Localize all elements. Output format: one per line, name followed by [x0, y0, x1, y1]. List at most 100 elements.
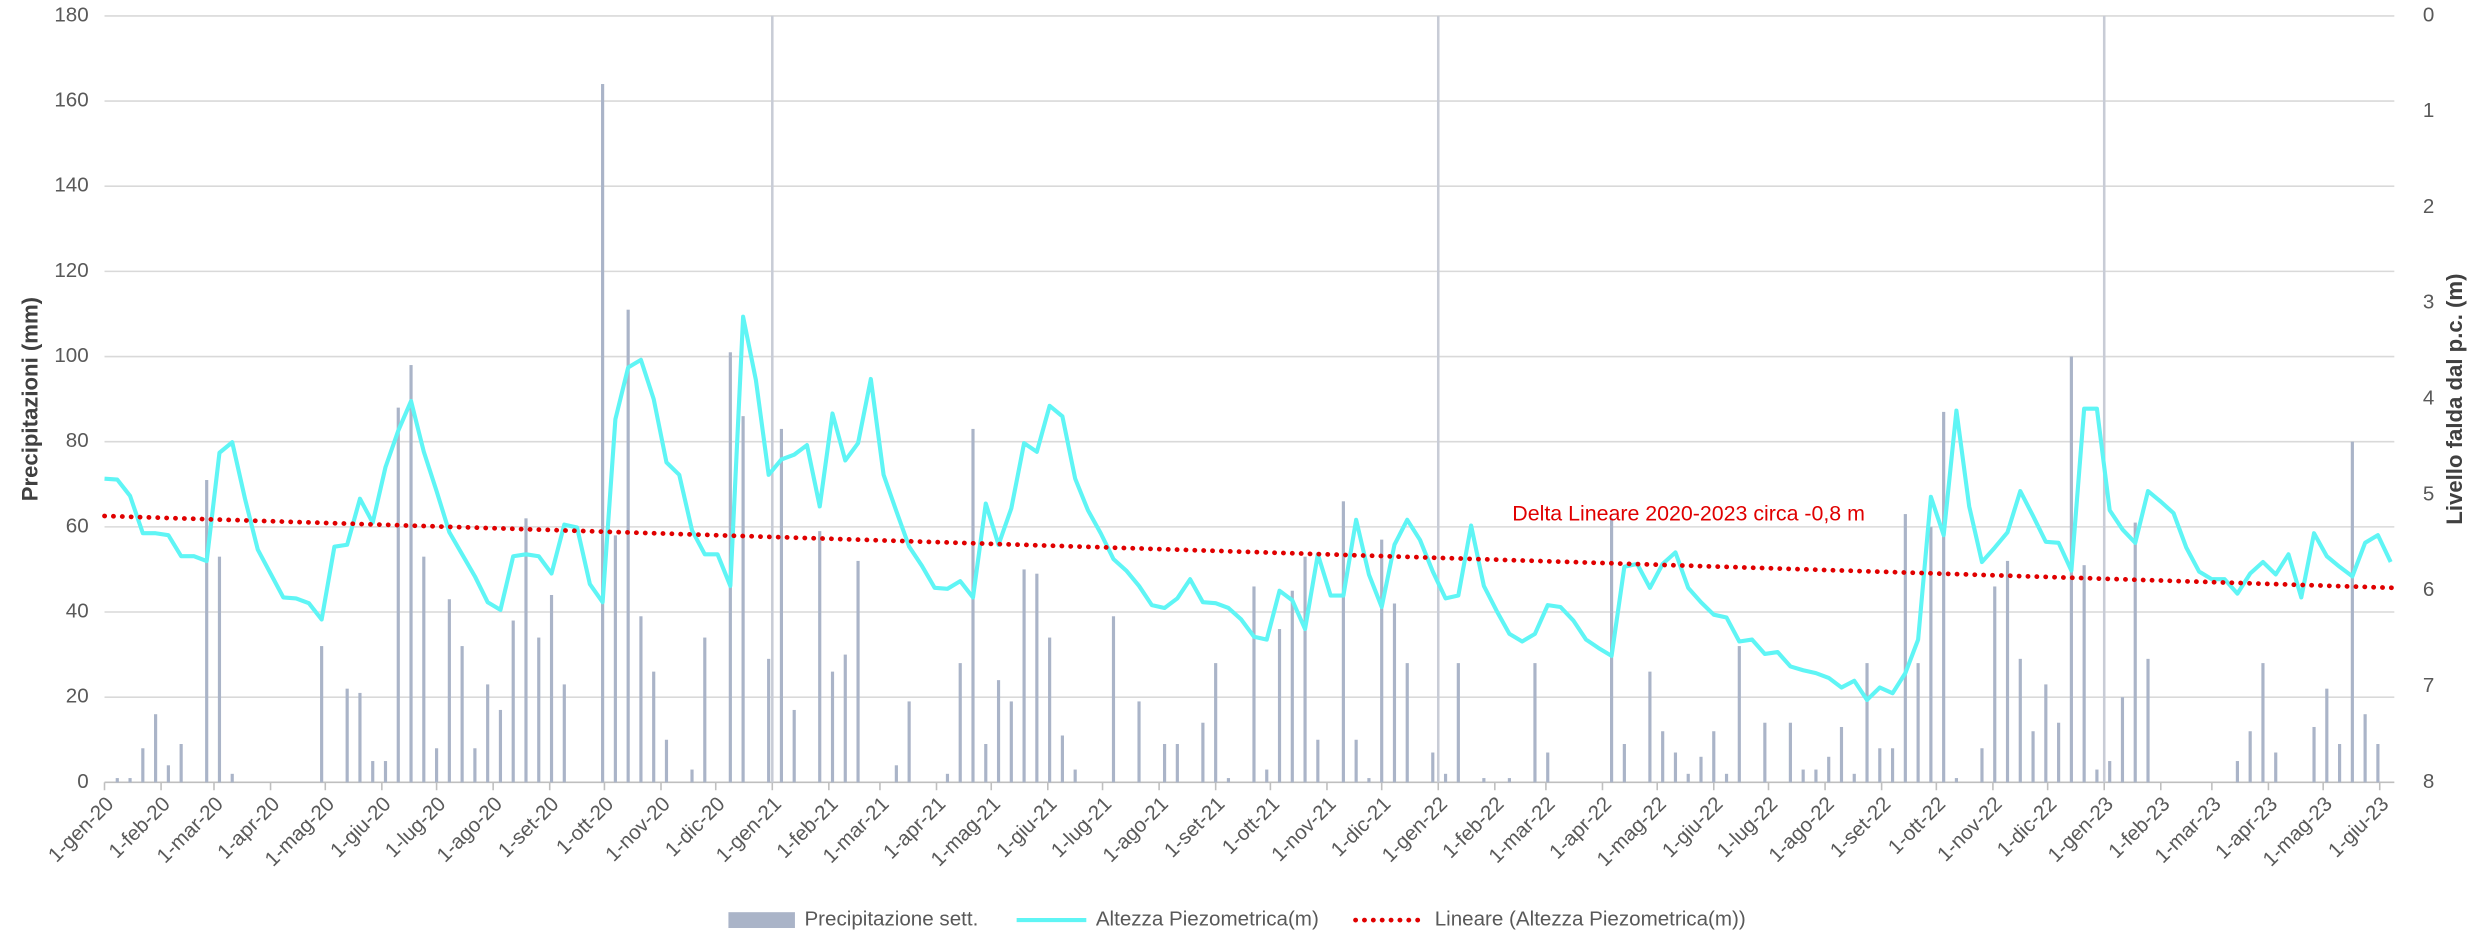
bar: [613, 535, 617, 783]
legend-label: Lineare (Altezza Piezometrica(m)): [1435, 908, 1746, 931]
bar: [2274, 752, 2278, 783]
bar: [703, 637, 707, 783]
bar: [511, 620, 515, 783]
bar: [1354, 739, 1358, 783]
bar: [1316, 739, 1320, 783]
x-tick-label: 1-giu-21: [992, 792, 1062, 862]
bar: [2312, 726, 2316, 783]
y-axis-title: Precipitazioni (mm): [18, 297, 43, 501]
bar: [537, 637, 541, 783]
trend-line: [102, 513, 2397, 591]
bar: [958, 663, 962, 783]
bar: [1290, 590, 1294, 783]
bar: [1214, 663, 1218, 783]
bar: [1073, 769, 1077, 783]
bar: [1801, 769, 1805, 783]
bar: [447, 599, 451, 783]
bar: [1341, 501, 1345, 783]
bar: [984, 744, 988, 783]
bar: [1392, 603, 1397, 783]
bar: [141, 748, 145, 783]
y-tick-label: 0: [77, 770, 88, 793]
bar: [1929, 526, 1933, 783]
bar: [1661, 731, 1665, 783]
y-tick-label: 160: [54, 88, 88, 111]
bar: [1699, 756, 1703, 783]
bar: [1686, 773, 1690, 783]
y2-tick-label: 6: [2423, 578, 2434, 601]
bar: [1060, 735, 1064, 783]
bar: [971, 428, 975, 783]
bar: [128, 778, 132, 783]
bar: [1622, 744, 1626, 783]
bar: [230, 773, 234, 783]
bar: [1265, 769, 1269, 783]
bar: [2350, 441, 2354, 783]
bar: [422, 556, 426, 783]
bar: [690, 769, 694, 783]
y2-tick-label: 3: [2423, 291, 2434, 314]
bar: [179, 744, 183, 783]
bar: [1277, 629, 1282, 783]
bar: [217, 556, 222, 783]
bar: [2082, 565, 2086, 783]
bar: [2044, 684, 2048, 783]
bar: [664, 739, 669, 783]
bar: [1482, 778, 1486, 783]
bar: [1380, 539, 1384, 783]
bar: [1648, 671, 1652, 783]
bar: [473, 748, 477, 783]
bar: [1252, 586, 1256, 783]
x-tick-label: 1-giu-23: [2324, 792, 2394, 862]
bar: [1942, 411, 1946, 783]
x-tick-label: 1-giu-20: [326, 792, 396, 862]
bar: [115, 778, 119, 783]
bar: [1111, 616, 1116, 783]
y-tick-label: 180: [54, 3, 88, 26]
bar: [1533, 663, 1537, 783]
bar: [205, 480, 209, 783]
bar: [2120, 697, 2125, 783]
bar: [1456, 663, 1460, 783]
bar: [1916, 663, 1920, 783]
bar: [1022, 569, 1026, 783]
bar: [945, 773, 950, 783]
bar: [1201, 722, 1205, 783]
bar: [792, 709, 796, 783]
y-tick-label: 20: [66, 685, 89, 708]
bar: [1546, 752, 1550, 783]
bar: [1431, 752, 1435, 783]
legend-swatch: [728, 912, 795, 929]
bar: [626, 309, 630, 783]
bar: [1009, 701, 1013, 783]
bar: [320, 646, 324, 783]
bar: [1303, 556, 1307, 783]
x-tick-label: 1-gen-20: [44, 792, 119, 867]
bar: [1175, 744, 1179, 783]
bar: [856, 560, 860, 783]
bar: [907, 701, 911, 783]
bar: [154, 714, 158, 783]
bar: [2018, 658, 2022, 783]
bar: [371, 761, 375, 783]
bar: [2005, 560, 2010, 783]
bar: [1763, 722, 1767, 783]
y2-tick-label: 1: [2423, 99, 2434, 122]
y-tick-label: 40: [66, 599, 89, 622]
y-tick-label: 80: [66, 429, 89, 452]
bar: [1443, 773, 1448, 783]
bar: [2057, 722, 2061, 783]
bar: [345, 688, 349, 783]
bar: [2133, 522, 2137, 783]
y-tick-label: 60: [66, 514, 89, 537]
bar: [639, 616, 643, 783]
x-tick-label: 1-set-21: [1160, 792, 1230, 862]
bar: [996, 680, 1001, 783]
bar: [2376, 744, 2380, 783]
bar: [434, 748, 439, 783]
legend-label: Altezza Piezometrica(m): [1096, 908, 1319, 931]
y-tick-label: 100: [54, 344, 88, 367]
bar: [843, 654, 847, 783]
bar: [460, 646, 464, 783]
